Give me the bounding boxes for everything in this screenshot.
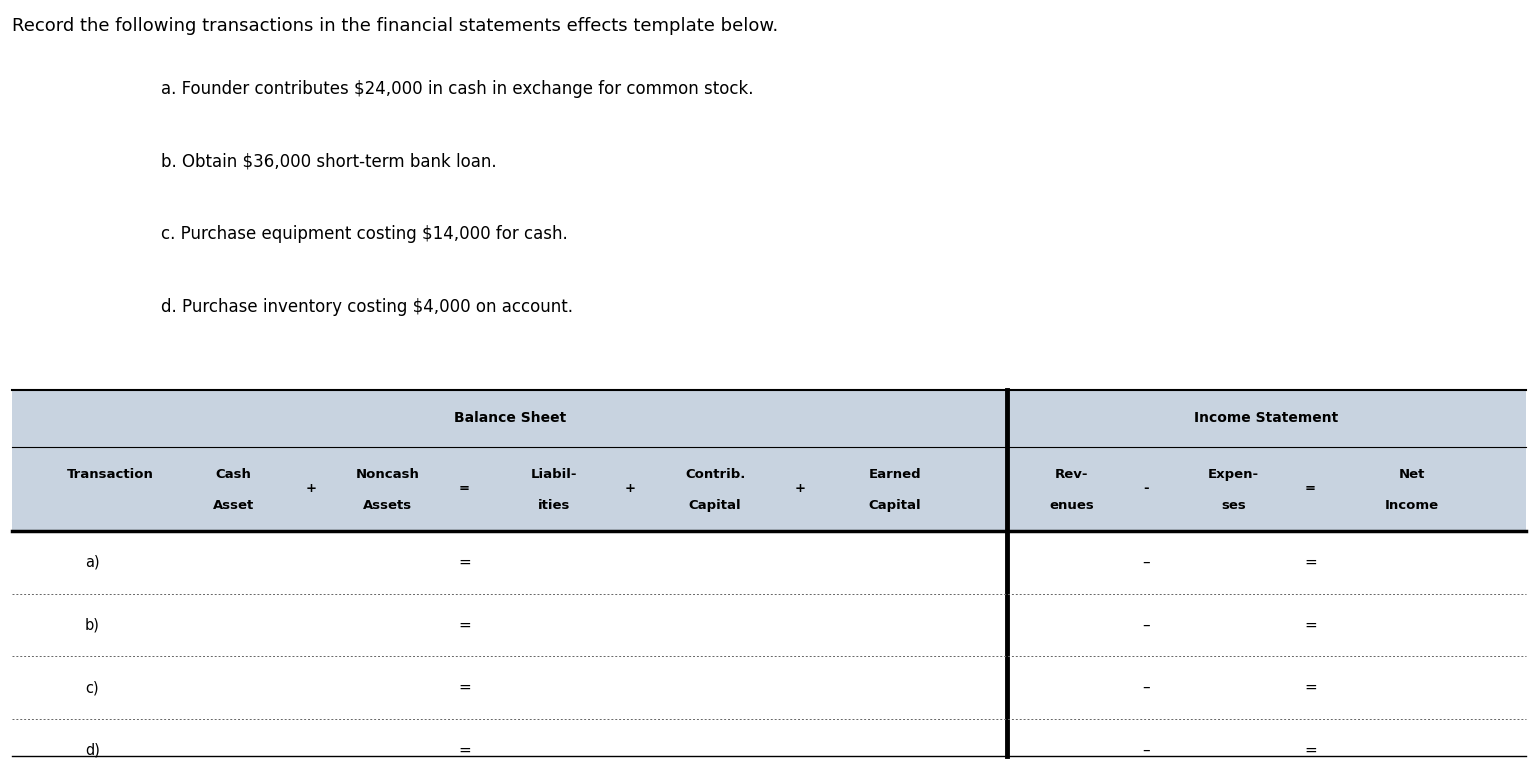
Text: ities: ities <box>537 499 571 512</box>
Text: Earned: Earned <box>869 468 921 481</box>
Text: Record the following transactions in the financial statements effects template b: Record the following transactions in the… <box>12 17 778 35</box>
Text: +: + <box>794 482 806 496</box>
Bar <box>12 447 1526 531</box>
Text: =: = <box>1304 555 1317 570</box>
Text: Asset: Asset <box>214 499 254 512</box>
Text: Rev-: Rev- <box>1055 468 1089 481</box>
Text: –: – <box>1143 680 1149 695</box>
Text: –: – <box>1143 555 1149 570</box>
Text: c): c) <box>86 680 98 695</box>
Text: =: = <box>458 482 471 496</box>
Text: Contrib.: Contrib. <box>684 468 746 481</box>
Text: Liabil-: Liabil- <box>531 468 577 481</box>
Text: =: = <box>458 743 471 758</box>
Text: ses: ses <box>1221 499 1246 512</box>
Text: =: = <box>458 555 471 570</box>
Text: a. Founder contributes $24,000 in cash in exchange for common stock.: a. Founder contributes $24,000 in cash i… <box>161 80 754 99</box>
Bar <box>12 390 1526 447</box>
Text: Noncash: Noncash <box>355 468 420 481</box>
Text: a): a) <box>85 555 100 570</box>
Text: =: = <box>1304 617 1317 633</box>
Text: +: + <box>624 482 637 496</box>
Text: =: = <box>1304 680 1317 695</box>
Text: Expen-: Expen- <box>1207 468 1260 481</box>
Text: d): d) <box>85 743 100 758</box>
Text: b. Obtain $36,000 short-term bank loan.: b. Obtain $36,000 short-term bank loan. <box>161 153 497 171</box>
Text: Income: Income <box>1384 499 1440 512</box>
Text: Assets: Assets <box>363 499 412 512</box>
Text: Capital: Capital <box>689 499 741 512</box>
Text: d. Purchase inventory costing $4,000 on account.: d. Purchase inventory costing $4,000 on … <box>161 298 574 316</box>
Text: Transaction: Transaction <box>68 468 154 481</box>
Text: -: - <box>1143 482 1149 496</box>
Text: +: + <box>305 482 317 496</box>
Text: =: = <box>1304 482 1317 496</box>
Text: Net: Net <box>1398 468 1426 481</box>
Bar <box>12 531 1526 756</box>
Text: Balance Sheet: Balance Sheet <box>454 411 566 426</box>
Text: Income Statement: Income Statement <box>1195 411 1338 426</box>
Text: =: = <box>458 680 471 695</box>
Text: –: – <box>1143 617 1149 633</box>
Text: b): b) <box>85 617 100 633</box>
Text: Capital: Capital <box>869 499 921 512</box>
Text: enues: enues <box>1049 499 1095 512</box>
Text: –: – <box>1143 743 1149 758</box>
Text: Cash: Cash <box>215 468 252 481</box>
Text: c. Purchase equipment costing $14,000 for cash.: c. Purchase equipment costing $14,000 fo… <box>161 225 568 244</box>
Text: =: = <box>1304 743 1317 758</box>
Text: =: = <box>458 617 471 633</box>
